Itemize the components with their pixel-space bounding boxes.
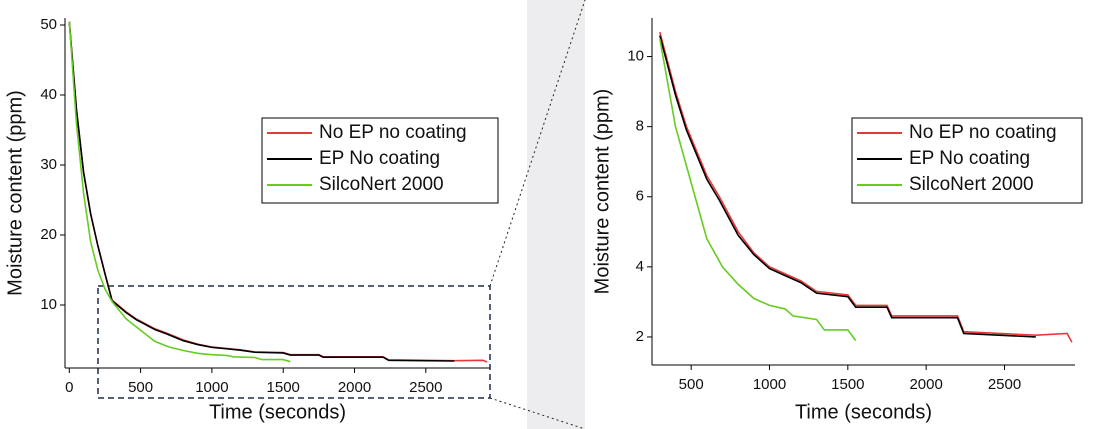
x-tick-label: 1500 xyxy=(267,379,300,396)
x-tick-label: 1500 xyxy=(831,376,864,393)
y-tick-label: 50 xyxy=(40,16,57,33)
y-axis-label: Moisture content (ppm) xyxy=(4,90,26,296)
legend-box xyxy=(261,117,499,204)
x-tick-label: 500 xyxy=(679,376,704,393)
y-tick-label: 6 xyxy=(636,188,644,205)
y-tick-label: 8 xyxy=(636,118,644,135)
plot-area xyxy=(659,31,1073,343)
zoom-box xyxy=(97,285,491,399)
legend-label: No EP no coating xyxy=(319,122,467,143)
series-line xyxy=(659,38,857,341)
y-tick-label: 20 xyxy=(40,226,57,243)
separator-band xyxy=(527,0,585,429)
x-tick-label: 2500 xyxy=(988,376,1021,393)
y-tick-label: 2 xyxy=(636,328,644,345)
x-tick-label: 2000 xyxy=(338,379,371,396)
legend-label: No EP no coating xyxy=(909,122,1057,143)
x-tick-label: 1000 xyxy=(195,379,228,396)
legend-label: EP No coating xyxy=(319,148,440,169)
legend-label: EP No coating xyxy=(909,148,1030,169)
series-line xyxy=(659,35,1036,338)
y-tick-label: 40 xyxy=(40,86,57,103)
legend-label: SilcoNert 2000 xyxy=(319,174,444,195)
zoom-connector xyxy=(489,397,586,429)
x-tick-label: 2000 xyxy=(909,376,942,393)
y-tick-label: 30 xyxy=(40,156,57,173)
x-axis-label: Time (seconds) xyxy=(209,401,346,423)
y-tick-label: 10 xyxy=(40,296,57,313)
plot-area xyxy=(68,21,488,363)
x-tick-label: 0 xyxy=(65,379,73,396)
x-tick-label: 2500 xyxy=(409,379,442,396)
series-line xyxy=(68,21,291,363)
y-tick-label: 4 xyxy=(636,258,644,275)
series-line xyxy=(68,21,455,362)
y-axis-label: Moisture content (ppm) xyxy=(591,89,613,295)
x-tick-label: 500 xyxy=(128,379,153,396)
x-tick-label: 1000 xyxy=(753,376,786,393)
y-tick-label: 10 xyxy=(627,48,644,65)
zoom-connector xyxy=(489,0,586,287)
x-axis-label: Time (seconds) xyxy=(795,401,932,423)
legend-label: SilcoNert 2000 xyxy=(909,174,1034,195)
